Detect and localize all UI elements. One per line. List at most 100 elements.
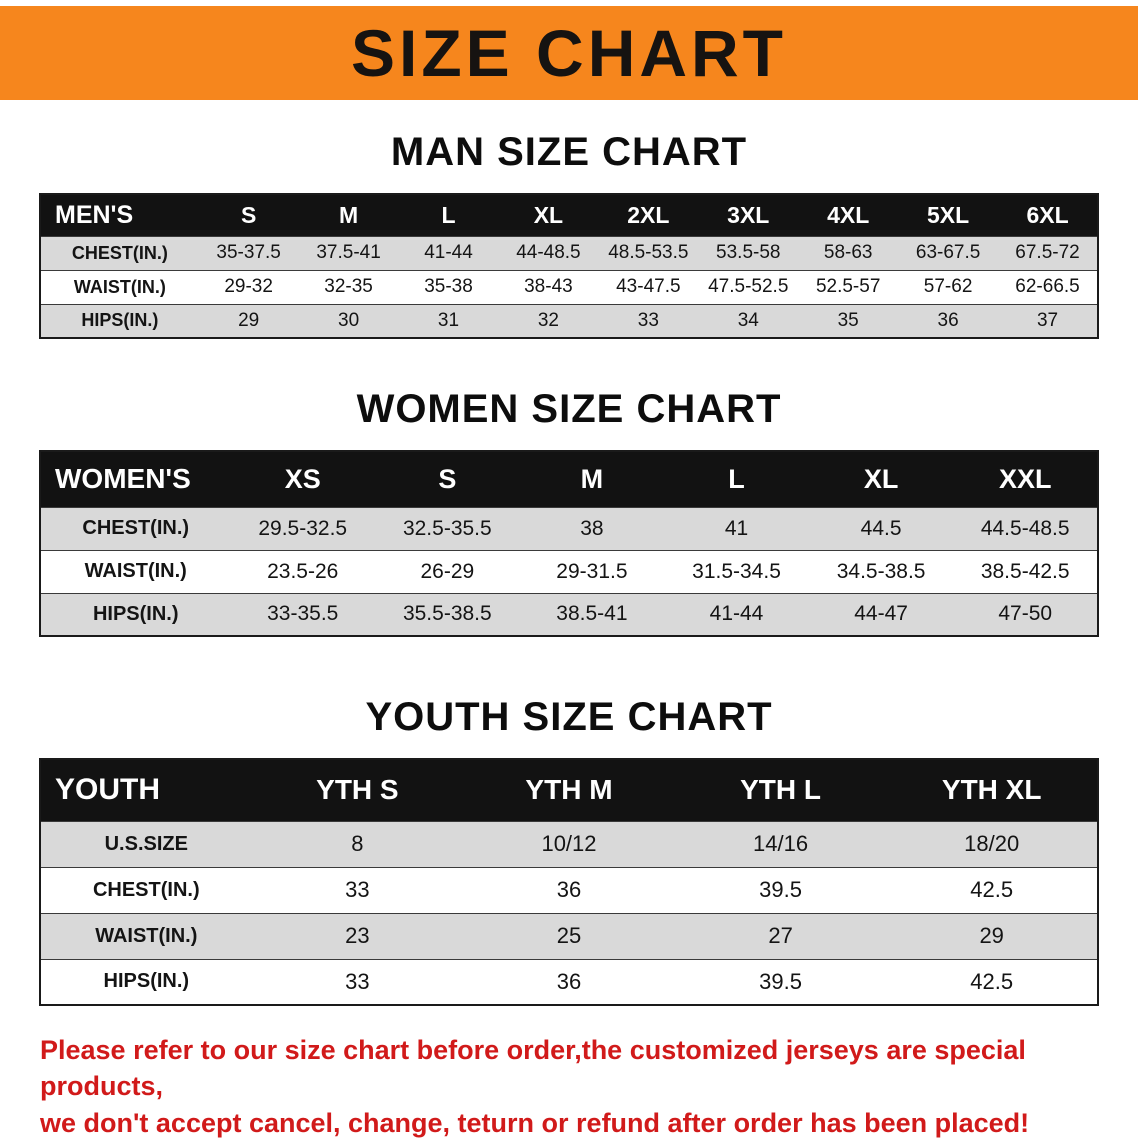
size-column-header: L: [664, 451, 809, 507]
size-column-header: 2XL: [598, 194, 699, 236]
table-row: CHEST(IN.) 35-37.5 37.5-41 41-44 44-48.5 48.5…: [40, 235, 1098, 271]
size-column-header: XL: [498, 194, 599, 236]
cell-value: 41-44: [664, 592, 809, 637]
cell-value: 30: [298, 303, 399, 339]
cell-value: 31.5-34.5: [664, 549, 809, 594]
cell-value: 32: [498, 303, 599, 339]
cell-value: 38.5-42.5: [953, 549, 1098, 594]
cell-value: 44.5: [808, 506, 954, 551]
size-column-header: YTH L: [674, 759, 887, 821]
row-label: WAIST(IN.): [40, 549, 231, 594]
cell-value: 38-43: [498, 269, 599, 305]
cell-value: 44-47: [808, 592, 954, 637]
cell-value: 35.5-38.5: [375, 592, 520, 637]
row-label: HIPS(IN.): [40, 592, 231, 637]
cell-value: 39.5: [674, 958, 887, 1006]
cell-value: 18/20: [886, 820, 1098, 868]
cell-value: 10/12: [463, 820, 675, 868]
cell-value: 29.5-32.5: [230, 506, 376, 551]
table-header-row: WOMEN'S XS S M L XL XXL: [40, 451, 1098, 507]
cell-value: 32-35: [298, 269, 399, 305]
cell-value: 36: [463, 958, 675, 1006]
cell-value: 29-31.5: [519, 549, 665, 594]
size-column-header: M: [298, 194, 399, 236]
cell-value: 29: [886, 912, 1098, 960]
cell-value: 33-35.5: [230, 592, 376, 637]
table-corner-label: WOMEN'S: [40, 451, 231, 507]
table-row: HIPS(IN.) 33 36 39.5 42.5: [40, 958, 1098, 1006]
banner-title: SIZE CHART: [351, 16, 787, 90]
cell-value: 32.5-35.5: [375, 506, 520, 551]
cell-value: 36: [898, 303, 999, 339]
men-section-title: MAN SIZE CHART: [390, 130, 748, 174]
cell-value: 37.5-41: [298, 235, 399, 271]
size-column-header: XS: [230, 451, 376, 507]
size-column-header: 5XL: [898, 194, 999, 236]
cell-value: 53.5-58: [698, 235, 799, 271]
cell-value: 42.5: [886, 958, 1098, 1006]
cell-value: 39.5: [674, 866, 887, 914]
cell-value: 57-62: [898, 269, 999, 305]
cell-value: 43-47.5: [598, 269, 699, 305]
table-row: WAIST(IN.) 29-32 32-35 35-38 38-43 43-47.5 47.…: [40, 269, 1098, 305]
table-corner-label: MEN'S: [40, 194, 199, 236]
row-label: CHEST(IN.): [40, 506, 231, 551]
table-corner-label: YOUTH: [40, 759, 252, 821]
size-column-header: S: [375, 451, 520, 507]
cell-value: 38.5-41: [519, 592, 665, 637]
size-column-header: YTH XL: [886, 759, 1098, 821]
cell-value: 33: [251, 866, 464, 914]
cell-value: 34.5-38.5: [808, 549, 954, 594]
cell-value: 23.5-26: [230, 549, 376, 594]
cell-value: 52.5-57: [798, 269, 899, 305]
cell-value: 58-63: [798, 235, 899, 271]
cell-value: 23: [251, 912, 464, 960]
table-row: HIPS(IN.) 29 30 31 32 33 34 35 36 37: [40, 303, 1098, 339]
cell-value: 33: [251, 958, 464, 1006]
cell-value: 37: [998, 303, 1098, 339]
table-row: WAIST(IN.) 23 25 27 29: [40, 912, 1098, 960]
cell-value: 14/16: [674, 820, 887, 868]
size-column-header: L: [398, 194, 499, 236]
row-label: HIPS(IN.): [40, 303, 199, 339]
size-column-header: M: [519, 451, 665, 507]
size-chart-page: SIZE CHART MAN SIZE CHART MEN'S S M L XL 2XL 3…: [0, 6, 1138, 1138]
table-row: CHEST(IN.) 33 36 39.5 42.5: [40, 866, 1098, 914]
cell-value: 42.5: [886, 866, 1098, 914]
table-header-row: YOUTH YTH S YTH M YTH L YTH XL: [40, 759, 1098, 821]
cell-value: 34: [698, 303, 799, 339]
cell-value: 44.5-48.5: [953, 506, 1098, 551]
row-label: HIPS(IN.): [40, 958, 252, 1006]
cell-value: 27: [674, 912, 887, 960]
youth-size-table: YOUTH YTH S YTH M YTH L YTH XL U.S.SIZE 8 10/12…: [39, 758, 1099, 1006]
row-label: WAIST(IN.): [40, 269, 199, 305]
row-label: CHEST(IN.): [40, 866, 252, 914]
table-row: U.S.SIZE 8 10/12 14/16 18/20: [40, 820, 1098, 868]
cell-value: 35: [798, 303, 899, 339]
cell-value: 62-66.5: [998, 269, 1098, 305]
cell-value: 31: [398, 303, 499, 339]
cell-value: 36: [463, 866, 675, 914]
size-column-header: YTH S: [251, 759, 464, 821]
table-header-row: MEN'S S M L XL 2XL 3XL 4XL 5XL 6XL: [40, 194, 1098, 236]
cell-value: 47.5-52.5: [698, 269, 799, 305]
footer-disclaimer-line1: Please refer to our size chart before or…: [40, 1035, 1026, 1102]
cell-value: 47-50: [953, 592, 1098, 637]
cell-value: 44-48.5: [498, 235, 599, 271]
row-label: CHEST(IN.): [40, 235, 199, 271]
cell-value: 35-37.5: [198, 235, 299, 271]
banner: SIZE CHART: [0, 6, 1138, 100]
table-row: WAIST(IN.) 23.5-26 26-29 29-31.5 31.5-34.5 34…: [40, 549, 1098, 594]
row-label: WAIST(IN.): [40, 912, 252, 960]
cell-value: 29-32: [198, 269, 299, 305]
size-column-header: 3XL: [698, 194, 799, 236]
cell-value: 48.5-53.5: [598, 235, 699, 271]
men-size-table: MEN'S S M L XL 2XL 3XL 4XL 5XL 6XL CHEST(IN.) 35-37…: [39, 193, 1099, 339]
table-row: HIPS(IN.) 33-35.5 35.5-38.5 38.5-41 41-44 44-…: [40, 592, 1098, 637]
row-label: U.S.SIZE: [40, 820, 252, 868]
cell-value: 25: [463, 912, 675, 960]
table-row: CHEST(IN.) 29.5-32.5 32.5-35.5 38 41 44.5 44.5…: [40, 506, 1098, 551]
cell-value: 33: [598, 303, 699, 339]
cell-value: 63-67.5: [898, 235, 999, 271]
women-size-table: WOMEN'S XS S M L XL XXL CHEST(IN.) 29.5-32.5 32.5…: [39, 450, 1099, 637]
